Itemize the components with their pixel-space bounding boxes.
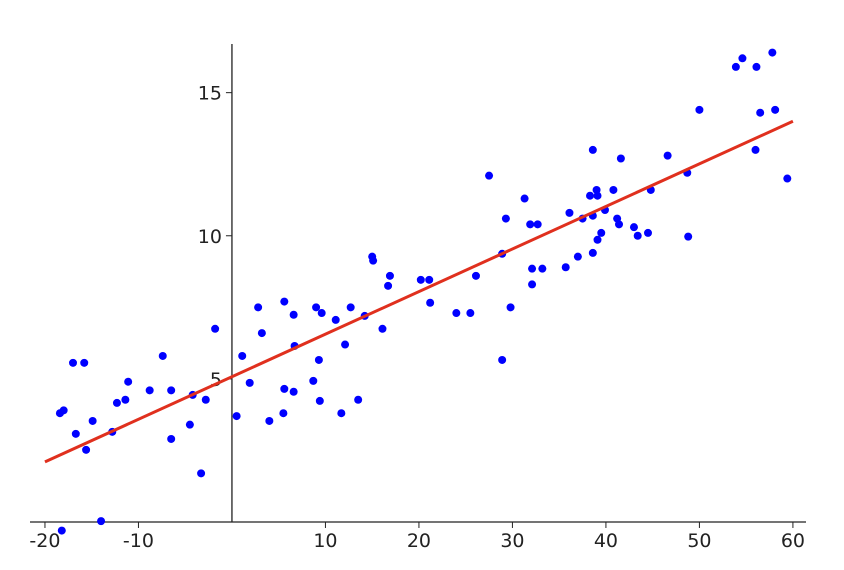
point [751,145,760,154]
point [378,324,387,333]
point [197,469,206,478]
point [167,386,176,395]
point [82,445,91,454]
point [309,376,318,385]
point [312,303,321,312]
fit-line [44,119,794,464]
point [80,358,89,367]
point [485,171,494,180]
point [201,395,210,404]
point [593,235,602,244]
point [167,434,176,443]
point [385,271,394,280]
point [752,62,761,71]
point [185,420,194,429]
point [616,154,625,163]
x-tick-label: 40 [594,530,618,552]
point [314,355,323,364]
point [756,108,765,117]
x-tick-label: -20 [29,530,60,552]
point [633,231,642,240]
point [416,275,425,284]
point [124,377,133,386]
x-tick-label: 10 [313,530,337,552]
point [317,309,326,318]
point [466,309,475,318]
point [346,303,355,312]
point [498,355,507,364]
point [526,220,535,229]
point [97,517,106,526]
x-tick-label: 50 [687,530,711,552]
point [684,232,693,241]
point [232,412,241,421]
y-tick-label: 15 [198,83,222,105]
point [112,398,121,407]
point [279,409,288,418]
point [771,105,780,114]
point [280,384,289,393]
point [337,409,346,418]
point [121,395,130,404]
point [426,298,435,307]
point [315,396,324,405]
point [506,303,515,312]
point [520,194,529,203]
point [695,105,704,114]
point [768,48,777,57]
point [88,416,97,425]
point [586,191,595,200]
x-tick-label: 20 [407,530,431,552]
point [265,416,274,425]
point [738,54,747,63]
point [629,223,638,232]
point [425,275,434,284]
point [238,351,247,360]
x-tick-label: 60 [781,530,805,552]
point [609,185,618,194]
point [289,310,298,319]
point [280,297,289,306]
x-tick-label: 30 [500,530,524,552]
point [369,256,378,265]
point [71,429,80,438]
point [538,264,547,273]
point [588,145,597,154]
point [384,281,393,290]
point [783,174,792,183]
point [211,324,220,333]
point [528,280,537,289]
point [59,406,68,415]
point [245,378,254,387]
point [145,386,154,395]
point [588,248,597,257]
point [257,329,266,338]
point [528,264,537,273]
point [289,387,298,396]
point [354,395,363,404]
point [573,252,582,261]
point [561,263,570,272]
point [501,214,510,223]
point [158,351,167,360]
point [331,315,340,324]
point [565,208,574,217]
point [533,220,542,229]
point [663,151,672,160]
point [615,220,624,229]
point [69,358,78,367]
y-tick-label: 10 [198,226,222,248]
point [341,340,350,349]
point [57,526,66,535]
point [452,309,461,318]
x-tick-label: -10 [123,530,154,552]
point [593,191,602,200]
point [597,228,606,237]
point [254,303,263,312]
point [731,62,740,71]
point [643,228,652,237]
point [471,271,480,280]
